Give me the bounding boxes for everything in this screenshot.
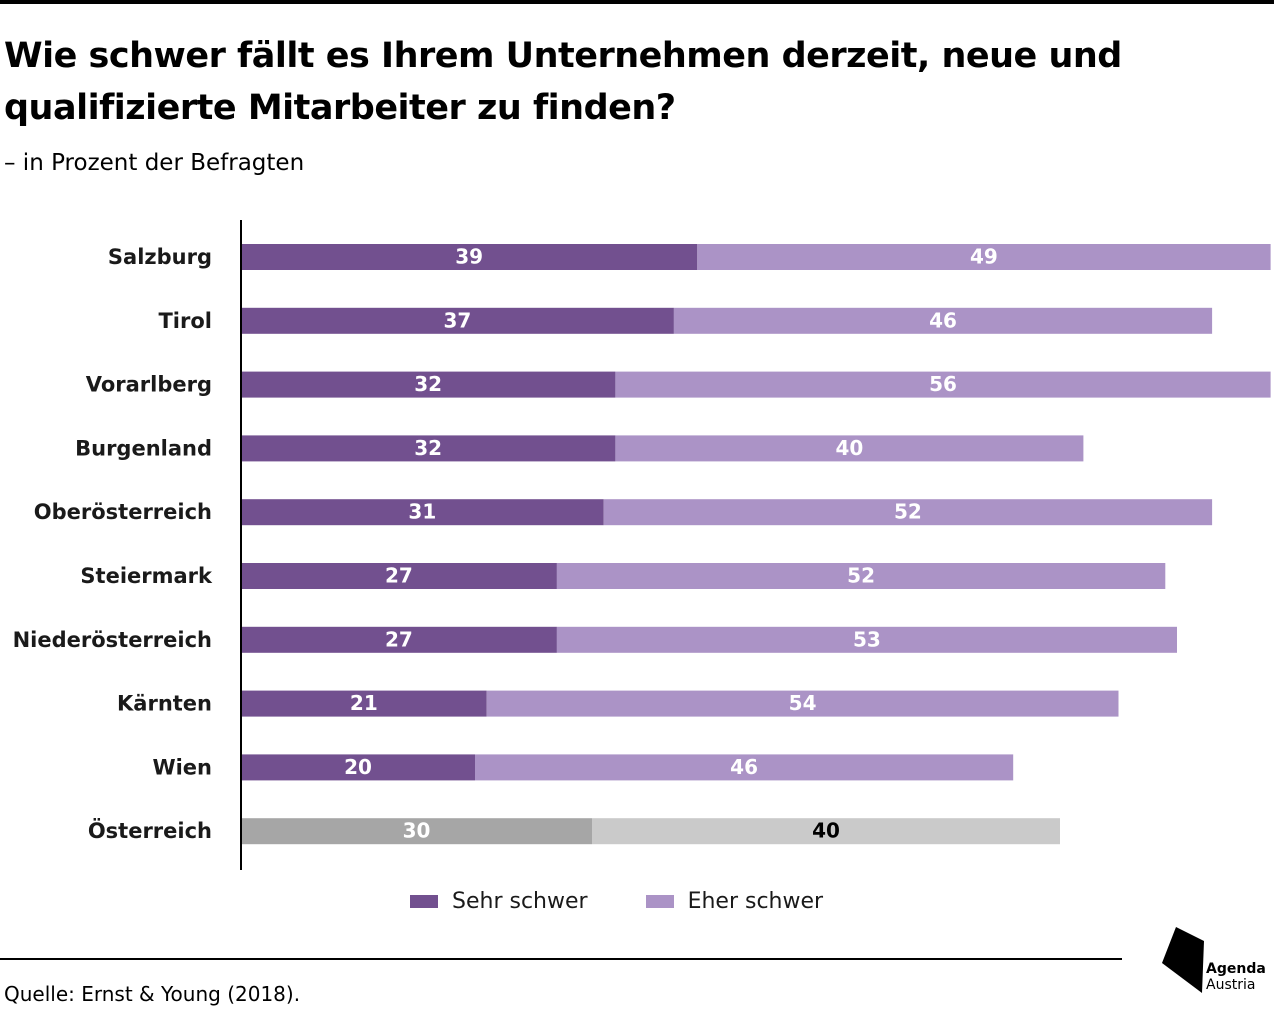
legend: Sehr schwer Eher schwer	[410, 886, 881, 916]
category-label-österreich: Österreich	[88, 818, 212, 843]
bar-burgenland-sehr-schwer	[241, 435, 616, 462]
data-label-österreich-sehr-schwer: 30	[403, 819, 431, 843]
category-label-niederösterreich: Niederösterreich	[13, 628, 212, 652]
data-label-vorarlberg-eher-schwer: 56	[929, 372, 957, 396]
data-label-oberösterreich-sehr-schwer: 31	[408, 500, 436, 524]
bar-vorarlberg-sehr-schwer	[241, 371, 616, 398]
chart-title: Wie schwer fällt es Ihrem Unternehmen de…	[4, 36, 1122, 128]
data-label-niederösterreich-eher-schwer: 53	[853, 627, 881, 651]
data-label-steiermark-eher-schwer: 52	[847, 564, 875, 588]
data-label-burgenland-sehr-schwer: 32	[414, 436, 442, 460]
legend-item-eher-schwer: Eher schwer	[645, 888, 824, 914]
data-label-wien-eher-schwer: 46	[730, 755, 758, 779]
data-label-tirol-eher-schwer: 46	[929, 308, 957, 332]
source-note: Quelle: Ernst & Young (2018).	[4, 982, 301, 1006]
category-label-wien: Wien	[152, 755, 212, 779]
data-label-österreich-eher-schwer: 40	[812, 819, 840, 843]
data-label-oberösterreich-eher-schwer: 52	[894, 500, 922, 524]
bar-kärnten-sehr-schwer	[241, 690, 487, 717]
legend-label-sehr-schwer: Sehr schwer	[452, 888, 588, 914]
bar-steiermark-eher-schwer	[556, 563, 1166, 589]
legend-item-sehr-schwer: Sehr schwer	[410, 889, 588, 914]
bar-burgenland-eher-schwer	[615, 435, 1084, 462]
data-label-wien-sehr-schwer: 20	[344, 755, 372, 779]
category-label-oberösterreich: Oberösterreich	[34, 500, 212, 524]
bar-vorarlberg-eher-schwer	[615, 371, 1271, 398]
bar-oberösterreich-sehr-schwer	[241, 499, 604, 526]
data-label-steiermark-sehr-schwer: 27	[385, 564, 413, 588]
legend-swatch-sehr-schwer	[410, 894, 438, 908]
bar-österreich-sehr-schwer	[241, 818, 592, 845]
data-label-kärnten-eher-schwer: 54	[789, 691, 817, 715]
category-label-tirol: Tirol	[158, 309, 212, 333]
category-label-burgenland: Burgenland	[75, 436, 212, 460]
top-rule	[0, 0, 1274, 4]
data-label-salzburg-eher-schwer: 49	[970, 245, 998, 269]
bar-salzburg-sehr-schwer	[241, 244, 698, 270]
bar-wien-eher-schwer	[475, 754, 1014, 781]
legend-swatch-eher-schwer	[645, 894, 674, 908]
logo-text-agenda: Agenda	[1206, 961, 1266, 977]
data-label-burgenland-eher-schwer: 40	[835, 436, 863, 460]
bar-chart: Salzburg 39 49 Tirol 37 46 Vorarlberg 32 56 Burge…	[13, 220, 1271, 870]
agenda-austria-logo: Agenda Austria	[1162, 927, 1266, 997]
category-label-salzburg: Salzburg	[108, 245, 212, 269]
bar-tirol-eher-schwer	[673, 307, 1213, 334]
category-label-vorarlberg: Vorarlberg	[86, 373, 212, 397]
bar-österreich-eher-schwer	[592, 818, 1060, 845]
bottom-rule	[0, 958, 1122, 960]
bar-oberösterreich-eher-schwer	[603, 499, 1213, 526]
logo-text-austria: Austria	[1206, 977, 1256, 993]
data-label-tirol-sehr-schwer: 37	[444, 308, 472, 332]
data-label-salzburg-sehr-schwer: 39	[455, 245, 483, 269]
bar-salzburg-eher-schwer	[697, 244, 1271, 270]
data-label-kärnten-sehr-schwer: 21	[350, 691, 378, 715]
bar-kärnten-eher-schwer	[486, 690, 1119, 717]
data-label-vorarlberg-sehr-schwer: 32	[414, 372, 442, 396]
bar-niederösterreich-eher-schwer	[556, 626, 1177, 653]
legend-label-eher-schwer: Eher schwer	[687, 888, 824, 914]
bar-wien-sehr-schwer	[241, 754, 475, 781]
logo-mark-icon	[1162, 927, 1204, 993]
data-label-niederösterreich-sehr-schwer: 27	[385, 627, 413, 651]
bar-steiermark-sehr-schwer	[241, 563, 557, 589]
category-label-steiermark: Steiermark	[80, 564, 213, 588]
category-label-kärnten: Kärnten	[117, 692, 212, 716]
chart-subtitle: – in Prozent der Befragten	[4, 150, 305, 176]
bar-niederösterreich-sehr-schwer	[241, 626, 557, 653]
bar-tirol-sehr-schwer	[241, 307, 674, 334]
